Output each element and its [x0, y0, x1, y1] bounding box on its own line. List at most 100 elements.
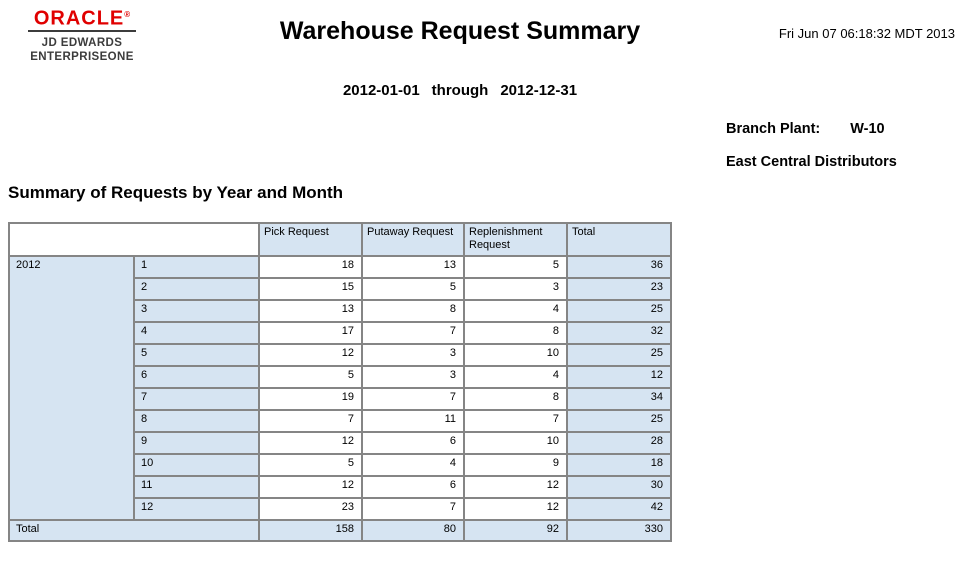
- table-row: 10 5 4 9 18: [9, 453, 672, 477]
- row-total-cell: 28: [566, 431, 672, 455]
- pick-request-cell: 5: [258, 365, 363, 389]
- pick-request-cell: 12: [258, 475, 363, 499]
- pick-request-cell: 5: [258, 453, 363, 477]
- putaway-request-cell: 6: [361, 431, 465, 455]
- month-cell: 9: [133, 431, 260, 455]
- pick-request-cell: 7: [258, 409, 363, 433]
- date-range: 2012-01-01 through 2012-12-31: [0, 82, 920, 99]
- row-total-cell: 34: [566, 387, 672, 411]
- pick-request-cell: 12: [258, 343, 363, 367]
- month-cell: 2: [133, 277, 260, 301]
- putaway-request-cell: 7: [361, 497, 465, 521]
- putaway-request-cell: 13: [361, 255, 465, 279]
- requests-summary-table: Pick Request Putaway Request Replenishme…: [8, 222, 672, 542]
- putaway-request-cell: 7: [361, 387, 465, 411]
- logo-divider: [28, 29, 136, 32]
- total-grand-cell: 330: [566, 519, 672, 542]
- month-cell: 8: [133, 409, 260, 433]
- row-total-cell: 42: [566, 497, 672, 521]
- table-row: 12 23 7 12 42: [9, 497, 672, 521]
- logo-jd-edwards-text: JD EDWARDS: [41, 36, 123, 49]
- table-total-row: Total 158 80 92 330: [8, 519, 672, 542]
- branch-plant-line: Branch Plant: W-10: [726, 121, 885, 137]
- oracle-jde-logo: ORACLE® JD EDWARDS ENTERPRISEONE: [22, 4, 142, 64]
- month-cell: 1: [133, 255, 260, 279]
- registered-trademark-icon: ®: [124, 10, 131, 19]
- replenishment-request-cell: 10: [463, 343, 568, 367]
- pick-request-cell: 12: [258, 431, 363, 455]
- oracle-brand-text: ORACLE: [33, 7, 125, 30]
- report-datetime: Fri Jun 07 06:18:32 MDT 2013: [778, 26, 955, 41]
- row-total-cell: 32: [566, 321, 672, 345]
- table-row: 4 17 7 8 32: [9, 321, 672, 345]
- row-total-cell: 18: [566, 453, 672, 477]
- column-header-replenishment-request: Replenishment Request: [463, 222, 568, 257]
- table-row: 5 12 3 10 25: [9, 343, 672, 367]
- row-total-cell: 25: [566, 299, 672, 323]
- row-total-cell: 23: [566, 277, 672, 301]
- table-row: 7 19 7 8 34: [9, 387, 672, 411]
- table-row: 2012 1 18 13 5 36: [8, 255, 672, 521]
- corner-header-cell: [8, 222, 260, 257]
- row-total-cell: 25: [566, 409, 672, 433]
- putaway-request-cell: 5: [361, 277, 465, 301]
- month-cell: 12: [133, 497, 260, 521]
- row-total-cell: 25: [566, 343, 672, 367]
- branch-plant-label: Branch Plant:: [726, 121, 821, 137]
- row-total-cell: 36: [566, 255, 672, 279]
- month-cell: 6: [133, 365, 260, 389]
- replenishment-request-cell: 10: [463, 431, 568, 455]
- putaway-request-cell: 7: [361, 321, 465, 345]
- total-pick-cell: 158: [258, 519, 363, 542]
- replenishment-request-cell: 8: [463, 321, 568, 345]
- month-cell: 7: [133, 387, 260, 411]
- pick-request-cell: 18: [258, 255, 363, 279]
- branch-plant-value: W-10: [850, 121, 885, 137]
- replenishment-request-cell: 8: [463, 387, 568, 411]
- month-cell: 5: [133, 343, 260, 367]
- putaway-request-cell: 8: [361, 299, 465, 323]
- pick-request-cell: 23: [258, 497, 363, 521]
- pick-request-cell: 19: [258, 387, 363, 411]
- replenishment-request-cell: 12: [463, 475, 568, 499]
- logo-enterpriseone-text: ENTERPRISEONE: [30, 50, 134, 63]
- replenishment-request-cell: 9: [463, 453, 568, 477]
- year-cell: 2012: [8, 255, 135, 521]
- oracle-wordmark: ORACLE®: [22, 4, 142, 30]
- putaway-request-cell: 11: [361, 409, 465, 433]
- branch-plant-name: East Central Distributors: [726, 154, 897, 170]
- total-putaway-cell: 80: [361, 519, 465, 542]
- table-row: 8 7 11 7 25: [9, 409, 672, 433]
- pick-request-cell: 17: [258, 321, 363, 345]
- table-row: 11 12 6 12 30: [9, 475, 672, 499]
- page-title: Warehouse Request Summary: [279, 17, 641, 45]
- row-total-cell: 12: [566, 365, 672, 389]
- date-from: 2012-01-01: [342, 82, 420, 99]
- table-row: 3 13 8 4 25: [9, 299, 672, 323]
- month-cell: 3: [133, 299, 260, 323]
- month-cell: 4: [133, 321, 260, 345]
- total-label-cell: Total: [8, 519, 260, 542]
- replenishment-request-cell: 4: [463, 299, 568, 323]
- requests-table-body: 2012 1 18 13 5 36 2 15 5 3 23 3 13 8 4 25 4 17 7 8 32 5 12 3 10 2…: [8, 255, 672, 521]
- row-total-cell: 30: [566, 475, 672, 499]
- column-header-pick-request: Pick Request: [258, 222, 363, 257]
- table-row: 6 5 3 4 12: [9, 365, 672, 389]
- table-header-row: Pick Request Putaway Request Replenishme…: [8, 222, 672, 257]
- putaway-request-cell: 6: [361, 475, 465, 499]
- section-heading: Summary of Requests by Year and Month: [8, 183, 344, 202]
- date-range-separator: through: [431, 82, 489, 99]
- total-replenishment-cell: 92: [463, 519, 568, 542]
- replenishment-request-cell: 7: [463, 409, 568, 433]
- date-to: 2012-12-31: [500, 82, 578, 99]
- putaway-request-cell: 3: [361, 365, 465, 389]
- pick-request-cell: 15: [258, 277, 363, 301]
- replenishment-request-cell: 5: [463, 255, 568, 279]
- month-cell: 10: [133, 453, 260, 477]
- column-header-putaway-request: Putaway Request: [361, 222, 465, 257]
- putaway-request-cell: 3: [361, 343, 465, 367]
- month-cell: 11: [133, 475, 260, 499]
- replenishment-request-cell: 4: [463, 365, 568, 389]
- replenishment-request-cell: 12: [463, 497, 568, 521]
